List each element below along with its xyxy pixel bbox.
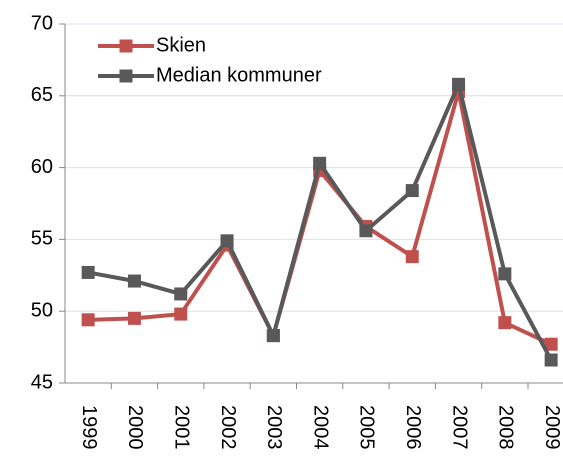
marker (405, 184, 419, 198)
marker (220, 234, 234, 248)
x-tick-label: 2002 (217, 405, 239, 450)
x-tick-label: 2009 (541, 405, 563, 450)
y-tick-label: 65 (31, 84, 53, 106)
marker (498, 316, 512, 330)
x-tick-label: 2001 (170, 405, 192, 450)
marker (174, 287, 188, 301)
y-tick-label: 45 (31, 371, 53, 393)
marker (127, 274, 141, 288)
x-tick-label: 1999 (78, 405, 100, 450)
x-tick-label: 2004 (309, 405, 331, 450)
x-tick-label: 2006 (402, 405, 424, 450)
marker (544, 337, 558, 351)
x-tick-label: 2000 (124, 405, 146, 450)
y-tick-label: 50 (31, 299, 53, 321)
marker (452, 77, 466, 91)
series-line (87, 82, 553, 361)
x-tick-label: 2007 (448, 405, 470, 450)
marker (174, 307, 188, 321)
marker (359, 224, 373, 238)
x-tick-label: 2008 (495, 405, 517, 450)
y-tick-label: 70 (31, 12, 53, 34)
marker (127, 311, 141, 325)
marker (498, 267, 512, 281)
legend-marker (119, 69, 133, 83)
x-tick-label: 2005 (356, 405, 378, 450)
marker (81, 265, 95, 279)
legend-marker (119, 39, 133, 53)
y-tick-label: 60 (31, 156, 53, 178)
series-line (88, 89, 552, 347)
marker (266, 329, 280, 343)
y-tick-label: 55 (31, 228, 53, 250)
marker (313, 156, 327, 170)
legend-label: Skien (156, 34, 206, 56)
marker (544, 353, 558, 367)
marker (405, 250, 419, 264)
marker (81, 313, 95, 327)
x-tick-label: 2003 (263, 405, 285, 450)
legend-label: Median kommuner (156, 64, 322, 86)
